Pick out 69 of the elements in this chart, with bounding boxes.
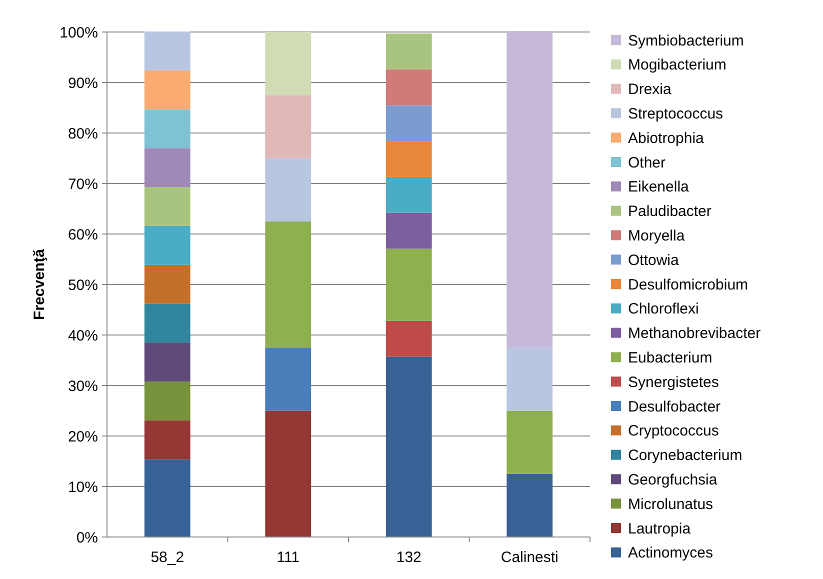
bar <box>144 148 190 188</box>
y-tick-label: 80% <box>68 125 98 142</box>
legend-label: Chloroflexi <box>628 300 699 318</box>
legend-label: Actinomyces <box>628 544 714 562</box>
bar <box>144 264 190 304</box>
legend-label: Paludibacter <box>628 203 712 220</box>
legend-label: Abiotrophia <box>628 130 705 147</box>
bar <box>144 342 190 382</box>
legend-label: Streptococcus <box>628 105 724 122</box>
bar <box>144 459 190 537</box>
legend-label: Desulfobacter <box>628 398 721 416</box>
legend-label: Eikenella <box>628 178 690 196</box>
y-tick-label: 30% <box>68 378 98 395</box>
bar <box>144 226 190 265</box>
y-tick-label: 0% <box>76 529 98 546</box>
bar <box>265 32 312 96</box>
y-tick-label: 60% <box>68 226 98 244</box>
y-tick-label: 90% <box>68 74 98 92</box>
legend-label: Mogibacterium <box>628 56 726 74</box>
legend-label: Methanobrevibacter <box>628 325 761 342</box>
bar <box>144 381 190 420</box>
legend-label: Synergistetes <box>628 374 719 391</box>
bar <box>265 348 312 411</box>
legend-label: Ottowia <box>628 252 680 269</box>
legend-label: Lautropia <box>628 520 692 538</box>
bar <box>144 31 190 70</box>
bar <box>265 221 312 348</box>
bar <box>386 34 432 70</box>
y-tick-label: 40% <box>68 327 98 344</box>
bar <box>386 248 432 321</box>
y-axis-title: Frecvenţă <box>31 248 48 320</box>
bar <box>386 141 432 177</box>
y-tick-label: 70% <box>68 176 98 193</box>
y-tick-label: 50% <box>68 276 98 294</box>
bar <box>506 474 553 537</box>
legend-label: Georgfuchsia <box>628 471 718 488</box>
bar <box>386 356 432 537</box>
x-tick-label: 132 <box>396 549 422 566</box>
bar <box>386 320 432 357</box>
bar <box>506 32 553 348</box>
legend-label: Eubacterium <box>628 349 712 366</box>
bar <box>144 70 190 110</box>
x-tick-label: 58_2 <box>150 549 184 566</box>
bar <box>386 69 432 106</box>
x-tick-label: Calinesti <box>500 549 558 566</box>
bar <box>144 187 190 226</box>
legend-label: Drexia <box>628 81 672 98</box>
bar <box>144 304 190 343</box>
bar <box>386 212 432 249</box>
bar <box>506 348 553 411</box>
legend-label: Other <box>628 154 666 172</box>
bar <box>265 95 312 158</box>
bar <box>144 420 190 460</box>
bar <box>265 158 312 222</box>
y-tick-label: 10% <box>68 478 98 496</box>
y-tick-label: 20% <box>68 428 98 446</box>
x-tick-label: 111 <box>276 549 300 566</box>
bar <box>386 105 432 142</box>
legend-label: Corynebacterium <box>628 447 742 464</box>
legend-label: Microlunatus <box>628 496 714 513</box>
legend-label: Desulfomicrobium <box>628 276 748 294</box>
bar <box>265 410 312 537</box>
legend-label: Moryella <box>628 227 686 244</box>
bar <box>386 176 432 213</box>
legend-label: Cryptococcus <box>628 422 719 440</box>
bar <box>506 410 553 474</box>
bar <box>144 109 190 148</box>
y-tick-label: 100% <box>60 24 98 42</box>
legend-label: Symbiobacterium <box>628 32 744 50</box>
